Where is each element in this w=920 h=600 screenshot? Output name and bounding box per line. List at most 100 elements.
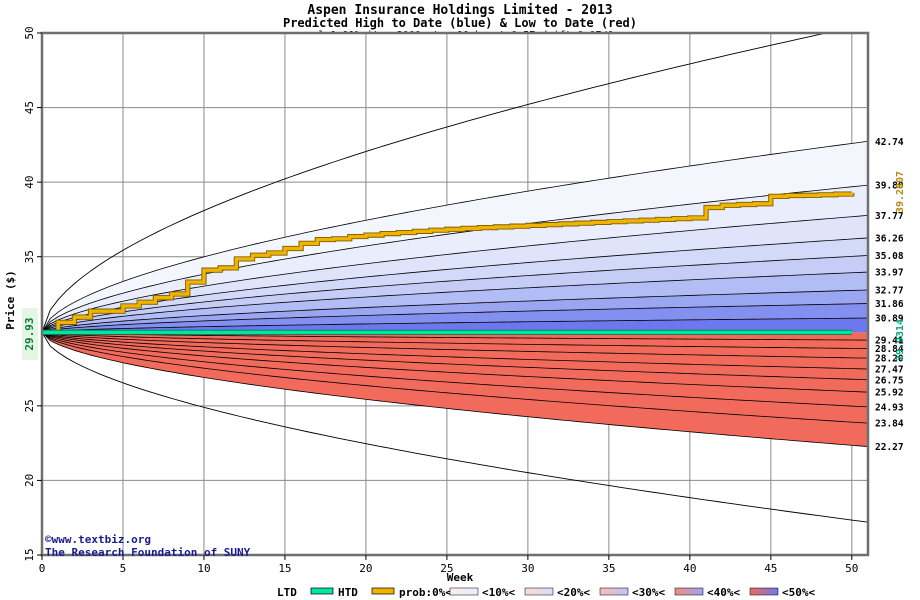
low-boundary-5 bbox=[42, 331, 868, 393]
legend-swatch-2 bbox=[599, 587, 629, 596]
legend-item-label: <30%< bbox=[632, 586, 665, 599]
high-boundary-6 bbox=[42, 289, 868, 333]
low-band-8 bbox=[42, 332, 868, 447]
high-boundary-3 bbox=[42, 237, 868, 333]
high-band-2 bbox=[42, 215, 868, 333]
right-label: 27.47 bbox=[875, 365, 904, 376]
right-label: 42.74 bbox=[875, 137, 904, 148]
y-tick-label: 20 bbox=[23, 474, 36, 487]
right-label: 32.77 bbox=[875, 285, 904, 296]
legend-swatch-0 bbox=[449, 587, 479, 596]
x-tick-label: 20 bbox=[359, 562, 372, 575]
high-boundary-2 bbox=[42, 215, 868, 333]
high-band-6 bbox=[42, 289, 868, 333]
right-label: 24.93 bbox=[875, 402, 904, 413]
low-boundary-7 bbox=[42, 332, 868, 424]
legend-item-label: <40%< bbox=[707, 586, 740, 599]
y-tick-label: 50 bbox=[23, 26, 36, 39]
high-boundary-8 bbox=[42, 317, 868, 333]
low-boundary-0 bbox=[42, 331, 868, 341]
x-tick-label: 50 bbox=[845, 562, 858, 575]
x-tick-label: 30 bbox=[521, 562, 534, 575]
x-tick-label: 5 bbox=[120, 562, 127, 575]
y-tick-label: 45 bbox=[23, 101, 36, 114]
right-label: 29.41 bbox=[875, 336, 904, 347]
x-axis-label: Week bbox=[447, 571, 474, 584]
start-price-tag: 29.93 bbox=[22, 308, 38, 360]
x-tick-label: 25 bbox=[440, 562, 453, 575]
right-label: 39.80 bbox=[875, 181, 904, 192]
legend-swatch-1 bbox=[524, 587, 554, 596]
high-band-7 bbox=[42, 303, 868, 333]
high-band-5 bbox=[42, 272, 868, 333]
legend-items: <10%< <20%< <30%< <40%< <50%< bbox=[449, 586, 815, 599]
low-boundary-3 bbox=[42, 331, 868, 370]
right-label: 23.84 bbox=[875, 419, 904, 430]
y-tick-label: 25 bbox=[23, 399, 36, 412]
right-label: 25.92 bbox=[875, 388, 904, 399]
right-label: 35.08 bbox=[875, 251, 904, 262]
low-boundary-4 bbox=[42, 331, 868, 381]
high-band-4 bbox=[42, 255, 868, 333]
chart-subtitle: Predicted High to Date (blue) & Low to D… bbox=[283, 16, 637, 30]
htd-line bbox=[42, 192, 854, 335]
right-label: 37.77 bbox=[875, 211, 904, 222]
high-boundary-0 bbox=[42, 140, 868, 333]
right-label: 31.86 bbox=[875, 299, 904, 310]
high-boundary-7 bbox=[42, 303, 868, 333]
low-boundary-6 bbox=[42, 331, 868, 408]
plot-area bbox=[40, 31, 870, 557]
y-axis-label: Price ($) bbox=[4, 270, 17, 330]
watermark-line2: The Research Foundation of SUNY bbox=[45, 546, 251, 559]
chart-title: Aspen Insurance Holdings Limited - 2013 bbox=[307, 3, 612, 18]
legend-item-label: <20%< bbox=[557, 586, 590, 599]
right-label: 28.20 bbox=[875, 354, 904, 365]
series-lines bbox=[42, 191, 855, 335]
ltd-end-label: 29.9314 bbox=[895, 319, 906, 361]
right-label: 22.27 bbox=[875, 442, 904, 453]
start-price-label: 29.93 bbox=[23, 317, 36, 350]
low-boundary-8 bbox=[42, 332, 868, 447]
legend-ltd-swatch bbox=[310, 587, 334, 595]
right-label: 36.26 bbox=[875, 233, 904, 244]
legend-htd-label: HTD bbox=[338, 586, 358, 599]
x-axis-ticks: 0 5 10 15 20 25 30 35 40 45 50 bbox=[39, 555, 858, 575]
legend: LTD HTD prob:0%< <10%< <20%< <30%< <40%< <50… bbox=[277, 586, 815, 599]
right-label: 33.97 bbox=[875, 268, 904, 279]
legend-swatch-4 bbox=[749, 587, 779, 596]
right-value-labels: 42.74 39.80 37.77 36.26 35.08 33.97 32.77 31.86… bbox=[875, 137, 904, 453]
watermark-line1: ©www.textbiz.org bbox=[45, 533, 151, 546]
low-boundary-2 bbox=[42, 331, 868, 359]
high-boundary-5 bbox=[42, 271, 868, 333]
right-label: 30.89 bbox=[875, 314, 904, 325]
right-label: 26.75 bbox=[875, 375, 904, 386]
right-label: 28.84 bbox=[875, 344, 904, 355]
high-boundary-1 bbox=[42, 184, 868, 333]
x-tick-label: 15 bbox=[278, 562, 291, 575]
legend-item-label: <50%< bbox=[782, 586, 815, 599]
high-band-8 bbox=[42, 318, 868, 333]
high-band-3 bbox=[42, 237, 868, 333]
x-tick-label: 35 bbox=[602, 562, 615, 575]
high-boundary-4 bbox=[42, 255, 868, 333]
y-tick-label: 35 bbox=[23, 250, 36, 263]
legend-ltd-label: LTD bbox=[277, 586, 297, 599]
low-boundary-1 bbox=[42, 331, 868, 349]
legend-htd-swatch bbox=[371, 587, 395, 595]
x-tick-label: 40 bbox=[683, 562, 696, 575]
high-extreme-envelope bbox=[42, 33, 829, 333]
high-band-0 bbox=[42, 141, 868, 333]
htd-end-label: 39.2807 bbox=[895, 171, 906, 213]
y-tick-label: 15 bbox=[23, 548, 36, 561]
y-tick-label: 40 bbox=[23, 176, 36, 189]
envelope-curves bbox=[42, 33, 868, 523]
low-extreme-envelope bbox=[42, 332, 868, 523]
x-tick-label: 45 bbox=[764, 562, 777, 575]
legend-item-label: <10%< bbox=[482, 586, 515, 599]
x-tick-label: 0 bbox=[39, 562, 46, 575]
y-axis-ticks: 50 45 40 35 25 20 15 bbox=[23, 26, 42, 562]
legend-prob-label: prob:0%< bbox=[399, 586, 452, 599]
legend-swatch-3 bbox=[674, 587, 704, 596]
